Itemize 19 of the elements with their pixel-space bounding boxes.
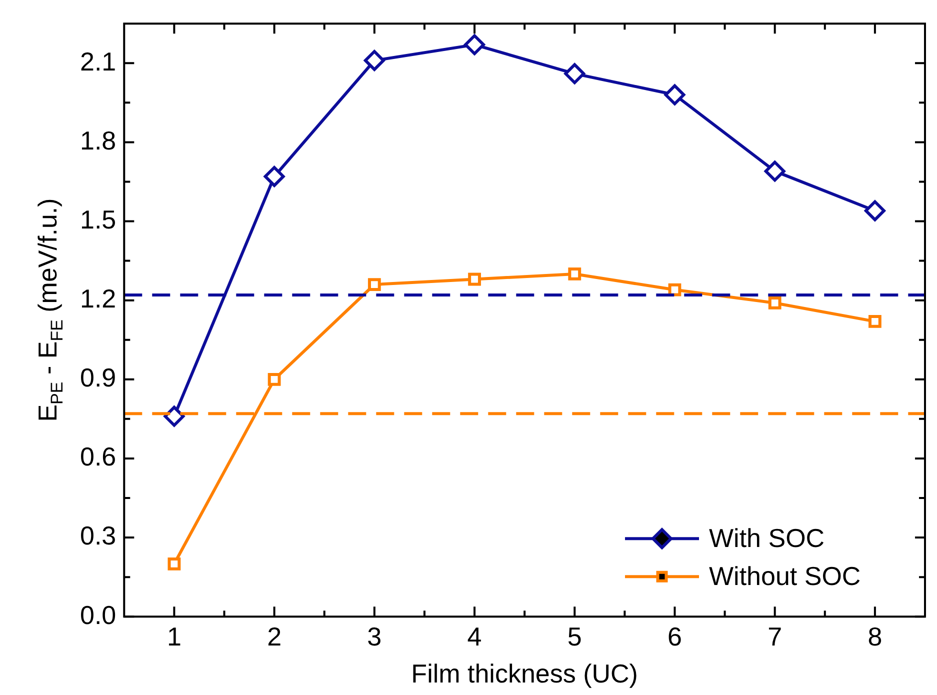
y-tick-label: 1.8	[80, 125, 116, 156]
x-tick-label: 6	[668, 621, 682, 652]
x-tick-label: 8	[868, 621, 882, 652]
x-axis-title: Film thickness (UC)	[411, 658, 638, 689]
x-tick-label: 2	[267, 621, 282, 652]
text: 0.0	[80, 600, 116, 630]
y-tick-label: 1.2	[80, 284, 116, 314]
y-tick-label: 1.5	[80, 204, 116, 234]
y-tick-label: 2.1	[80, 46, 116, 76]
x-tick-label: 7	[768, 621, 782, 652]
x-tick-label: 3	[367, 621, 382, 652]
x-tick-label: 5	[567, 621, 582, 652]
y-tick-label: 0.3	[80, 520, 116, 551]
y-tick-label: 0.6	[80, 442, 116, 472]
y-tick-label: 0.9	[80, 362, 116, 393]
x-tick-label: 1	[166, 621, 182, 652]
legend-label: Without SOC	[709, 560, 861, 591]
legend-label: With SOC	[709, 522, 825, 553]
x-tick-label: 4	[467, 621, 482, 652]
